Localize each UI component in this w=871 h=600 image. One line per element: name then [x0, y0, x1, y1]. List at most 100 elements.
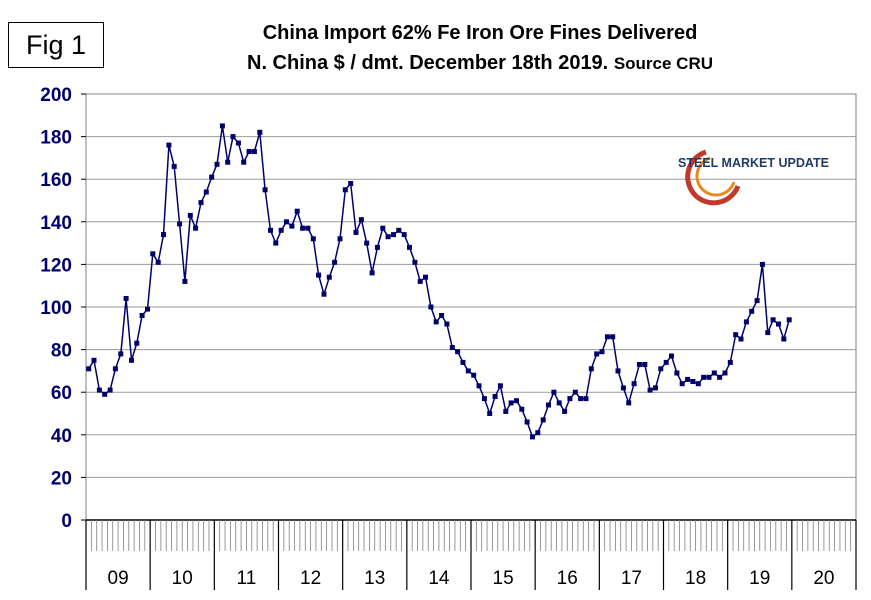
data-point [481, 396, 487, 402]
data-point [717, 374, 723, 380]
data-point [759, 261, 765, 267]
data-point [540, 417, 546, 423]
data-point [241, 159, 247, 165]
data-point [193, 225, 199, 231]
data-point [594, 351, 600, 357]
y-tick-label: 100 [40, 298, 72, 319]
data-point [572, 389, 578, 395]
data-point [203, 189, 209, 195]
data-point [701, 374, 707, 380]
data-point [519, 406, 525, 412]
data-point [588, 366, 594, 372]
data-point [198, 200, 204, 206]
data-point [219, 123, 225, 129]
y-tick-label: 140 [40, 213, 72, 234]
data-point [738, 336, 744, 342]
data-point [86, 366, 92, 372]
data-point [294, 208, 300, 214]
data-point [342, 187, 348, 193]
y-tick-label: 40 [51, 426, 72, 447]
x-tick-label: 19 [749, 568, 770, 589]
data-point [471, 372, 477, 378]
x-tick-label: 17 [621, 568, 642, 589]
data-point [273, 240, 279, 246]
data-point [754, 298, 760, 304]
figure-label: Fig 1 [8, 22, 104, 68]
data-point [209, 174, 215, 180]
data-point [653, 385, 658, 391]
chart-source: Source CRU [613, 54, 713, 73]
data-point [300, 225, 306, 231]
data-point [727, 359, 733, 365]
data-point [487, 411, 493, 416]
data-point [497, 383, 503, 389]
data-point [321, 291, 327, 297]
x-tick-label: 10 [172, 568, 193, 589]
data-point [412, 259, 418, 265]
data-point [407, 244, 412, 250]
data-point [604, 334, 610, 340]
data-point [310, 236, 316, 242]
data-point [182, 278, 188, 284]
data-point [465, 368, 471, 374]
data-point [262, 187, 268, 193]
data-point [433, 319, 439, 325]
data-point [123, 296, 129, 301]
data-point [316, 272, 322, 278]
data-point [663, 359, 669, 365]
data-point [610, 334, 616, 340]
data-point [91, 357, 97, 363]
y-tick-label: 200 [40, 85, 72, 106]
data-point [332, 259, 338, 265]
x-tick-label: 14 [428, 568, 450, 589]
data-point [326, 274, 332, 280]
data-point [112, 366, 118, 372]
data-point [578, 396, 584, 402]
data-point [246, 149, 252, 154]
data-point [706, 374, 712, 380]
data-point [423, 274, 428, 280]
data-point [636, 362, 642, 367]
data-point [102, 391, 108, 397]
y-tick-label: 80 [51, 341, 72, 362]
data-point [449, 345, 455, 350]
x-tick-label: 15 [493, 568, 514, 589]
data-point [776, 321, 781, 327]
data-point [455, 349, 461, 355]
data-point [284, 219, 289, 225]
x-tick-label: 18 [685, 568, 706, 589]
data-point [695, 381, 701, 387]
data-point [781, 336, 787, 342]
data-point [353, 229, 359, 235]
data-point [765, 330, 771, 336]
data-point [171, 163, 177, 169]
data-point [642, 362, 648, 367]
data-point [460, 359, 466, 365]
data-point [567, 396, 573, 402]
data-point [674, 370, 680, 376]
logo-swoosh-outer [685, 149, 741, 206]
data-point [401, 232, 407, 238]
chart-subtitle-main: N. China $ / dmt. December 18th 2019. [247, 52, 609, 74]
data-point [337, 236, 343, 242]
data-point [669, 353, 674, 359]
grid-lines [86, 136, 856, 478]
y-tick-label: 160 [40, 170, 72, 191]
x-tick-label: 11 [237, 568, 257, 589]
data-point [492, 394, 498, 399]
data-point [711, 370, 717, 376]
data-point [546, 402, 551, 408]
data-point [631, 381, 637, 387]
data-point [150, 251, 156, 257]
data-point [214, 161, 220, 167]
steel-market-update-logo: STEEL MARKET UPDATE [678, 149, 829, 206]
data-point [369, 270, 375, 276]
data-point [749, 308, 755, 314]
data-point [556, 400, 562, 406]
data-point [722, 370, 728, 376]
data-point [139, 313, 145, 318]
data-point [187, 212, 193, 218]
data-point [278, 227, 284, 233]
x-tick-label: 09 [108, 568, 129, 589]
